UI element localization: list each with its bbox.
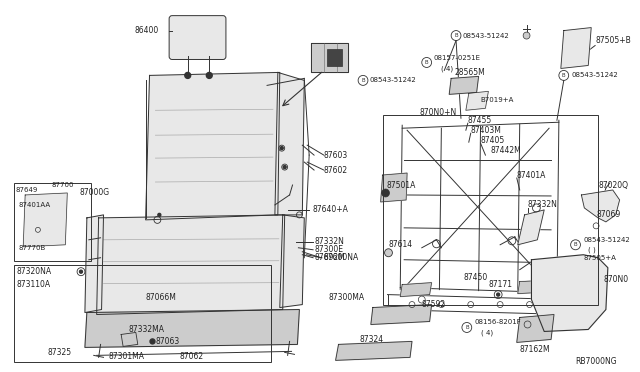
Circle shape — [523, 32, 530, 39]
Text: 87602: 87602 — [324, 166, 348, 174]
Bar — [327, 48, 342, 67]
Text: 870N0+N: 870N0+N — [420, 108, 457, 117]
Text: 28565M: 28565M — [454, 68, 485, 77]
Text: 87505+A: 87505+A — [584, 255, 616, 261]
Text: 87062: 87062 — [180, 352, 204, 361]
Polygon shape — [97, 215, 285, 314]
Text: 08543-51242: 08543-51242 — [463, 33, 509, 39]
FancyBboxPatch shape — [169, 16, 226, 60]
Polygon shape — [381, 173, 407, 202]
Text: 87614: 87614 — [388, 240, 413, 249]
Polygon shape — [311, 42, 348, 73]
Text: 08157-0251E: 08157-0251E — [433, 55, 481, 61]
Text: 87300MA: 87300MA — [329, 293, 365, 302]
Text: 87600NA: 87600NA — [324, 253, 359, 262]
Text: 87692M: 87692M — [314, 253, 345, 262]
Text: ( 4): ( 4) — [442, 65, 454, 72]
Text: 87401AA: 87401AA — [19, 202, 51, 208]
Text: 87162M: 87162M — [520, 345, 550, 354]
Text: 08543-51242: 08543-51242 — [584, 237, 630, 243]
Text: RB7000NG: RB7000NG — [575, 357, 617, 366]
Polygon shape — [516, 314, 554, 342]
Text: 87770B: 87770B — [19, 245, 45, 251]
Bar — [383, 115, 598, 305]
Text: 87301MA: 87301MA — [108, 352, 145, 361]
Circle shape — [284, 166, 286, 169]
Circle shape — [158, 214, 161, 217]
Text: 87332MA: 87332MA — [129, 325, 165, 334]
Circle shape — [206, 73, 212, 78]
Polygon shape — [561, 28, 591, 68]
Text: 87000G: 87000G — [79, 189, 109, 198]
Text: ( 4): ( 4) — [481, 329, 493, 336]
Polygon shape — [146, 73, 280, 220]
Text: 87325: 87325 — [48, 348, 72, 357]
Text: 87450: 87450 — [464, 273, 488, 282]
Text: 87501A: 87501A — [387, 180, 416, 189]
Text: B7019+A: B7019+A — [481, 97, 514, 103]
Polygon shape — [531, 255, 608, 331]
Text: 87332N: 87332N — [527, 201, 557, 209]
Text: 87401A: 87401A — [516, 170, 546, 180]
Text: 87640+A: 87640+A — [312, 205, 348, 214]
Text: 87505+B: 87505+B — [595, 36, 631, 45]
Text: 87066M: 87066M — [146, 293, 177, 302]
Circle shape — [280, 147, 284, 150]
Text: B: B — [425, 60, 429, 65]
Text: 08543-51242: 08543-51242 — [572, 73, 618, 78]
Text: B: B — [465, 325, 468, 330]
Text: 87592: 87592 — [422, 300, 446, 309]
Text: 87063: 87063 — [156, 337, 180, 346]
Circle shape — [381, 189, 390, 197]
Polygon shape — [518, 280, 557, 294]
Text: 08156-8201F: 08156-8201F — [475, 320, 522, 326]
Text: 87300E: 87300E — [314, 245, 343, 254]
Polygon shape — [23, 193, 67, 247]
Polygon shape — [449, 76, 479, 94]
Text: B: B — [562, 73, 566, 78]
Text: 870N0: 870N0 — [604, 275, 629, 284]
Text: 87332N: 87332N — [314, 237, 344, 246]
Polygon shape — [371, 305, 431, 324]
Polygon shape — [280, 215, 304, 308]
Polygon shape — [518, 210, 544, 245]
Polygon shape — [400, 283, 431, 296]
Polygon shape — [85, 310, 300, 347]
Text: 87603: 87603 — [324, 151, 348, 160]
Polygon shape — [275, 73, 304, 215]
Circle shape — [385, 249, 392, 257]
Circle shape — [185, 73, 191, 78]
Text: 87700: 87700 — [52, 182, 74, 188]
Polygon shape — [466, 92, 488, 110]
Text: 87649: 87649 — [15, 187, 38, 193]
Text: 87069: 87069 — [596, 211, 620, 219]
Text: 87403M: 87403M — [471, 126, 502, 135]
Circle shape — [79, 270, 83, 273]
Text: 08543-51242: 08543-51242 — [370, 77, 417, 83]
Bar — [15, 183, 91, 261]
Text: ( ): ( ) — [588, 247, 596, 253]
Polygon shape — [581, 190, 620, 222]
Text: 87020Q: 87020Q — [598, 180, 628, 189]
Text: 87442M: 87442M — [490, 145, 521, 155]
Text: 87324: 87324 — [359, 335, 383, 344]
Text: B: B — [573, 242, 577, 247]
Circle shape — [497, 293, 500, 296]
Circle shape — [150, 339, 155, 344]
Text: 873110A: 873110A — [17, 280, 51, 289]
Text: 87320NA: 87320NA — [17, 267, 51, 276]
Polygon shape — [335, 341, 412, 360]
Bar — [15, 265, 271, 362]
Text: B: B — [361, 78, 365, 83]
Text: 87455: 87455 — [468, 116, 492, 125]
Text: 87171: 87171 — [488, 280, 513, 289]
Text: B: B — [454, 33, 458, 38]
Text: 87405: 87405 — [481, 136, 505, 145]
Polygon shape — [85, 215, 104, 312]
Text: 86400: 86400 — [135, 26, 159, 35]
